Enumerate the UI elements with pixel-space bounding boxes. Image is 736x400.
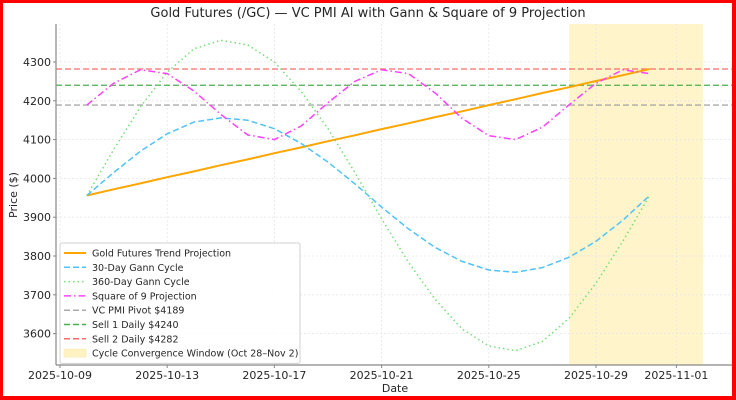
x-tick-label: 2025-11-01 <box>644 369 708 382</box>
y-tick-label: 4300 <box>23 56 51 69</box>
y-tick-label: 4200 <box>23 95 51 108</box>
series-line <box>86 68 650 197</box>
x-tick-label: 2025-10-29 <box>564 369 628 382</box>
legend-label: Cycle Convergence Window (Oct 28–Nov 2) <box>92 349 298 360</box>
y-tick-label: 3900 <box>23 211 51 224</box>
convergence-window <box>569 24 704 365</box>
y-tick-label: 3700 <box>23 289 51 302</box>
legend-box <box>59 242 301 364</box>
x-tick-label: 2025-10-21 <box>350 369 414 382</box>
reference-lines <box>56 68 732 106</box>
series-line <box>86 69 650 141</box>
legend-label: Gold Futures Trend Projection <box>92 249 231 260</box>
convergence-window-span <box>569 24 704 365</box>
x-tick-label: 2025-10-17 <box>242 369 306 382</box>
y-tick-label: 4000 <box>23 172 51 185</box>
legend-label: Sell 1 Daily $4240 <box>92 320 179 331</box>
legend-label: Sell 2 Daily $4282 <box>92 334 179 345</box>
legend-label: 360-Day Gann Cycle <box>92 277 190 288</box>
legend-swatch-patch <box>63 348 87 358</box>
y-axis-label: Price ($) <box>7 172 20 218</box>
x-tick-label: 2025-10-13 <box>135 369 199 382</box>
x-tick-label: 2025-10-09 <box>28 369 92 382</box>
x-axis-label: Date <box>382 382 409 395</box>
y-tick-label: 3600 <box>23 328 51 341</box>
legend-label: VC PMI Pivot $4189 <box>92 306 184 317</box>
data-series <box>86 39 651 352</box>
y-tick-label: 3800 <box>23 250 51 263</box>
chart-title: Gold Futures (/GC) — VC PMI AI with Gann… <box>150 6 586 21</box>
series-line <box>86 39 651 352</box>
y-tick-label: 4100 <box>23 134 51 147</box>
legend: Gold Futures Trend Projection 30-Day Gann… <box>59 242 301 364</box>
series-line <box>86 117 651 274</box>
legend-label: Square of 9 Projection <box>92 291 197 302</box>
legend-label: 30-Day Gann Cycle <box>92 263 184 274</box>
axes: 3600 3700 3800 3900 4000 4100 4200 4300 2025-10-… <box>23 24 732 382</box>
x-tick-label: 2025-10-25 <box>457 369 521 382</box>
